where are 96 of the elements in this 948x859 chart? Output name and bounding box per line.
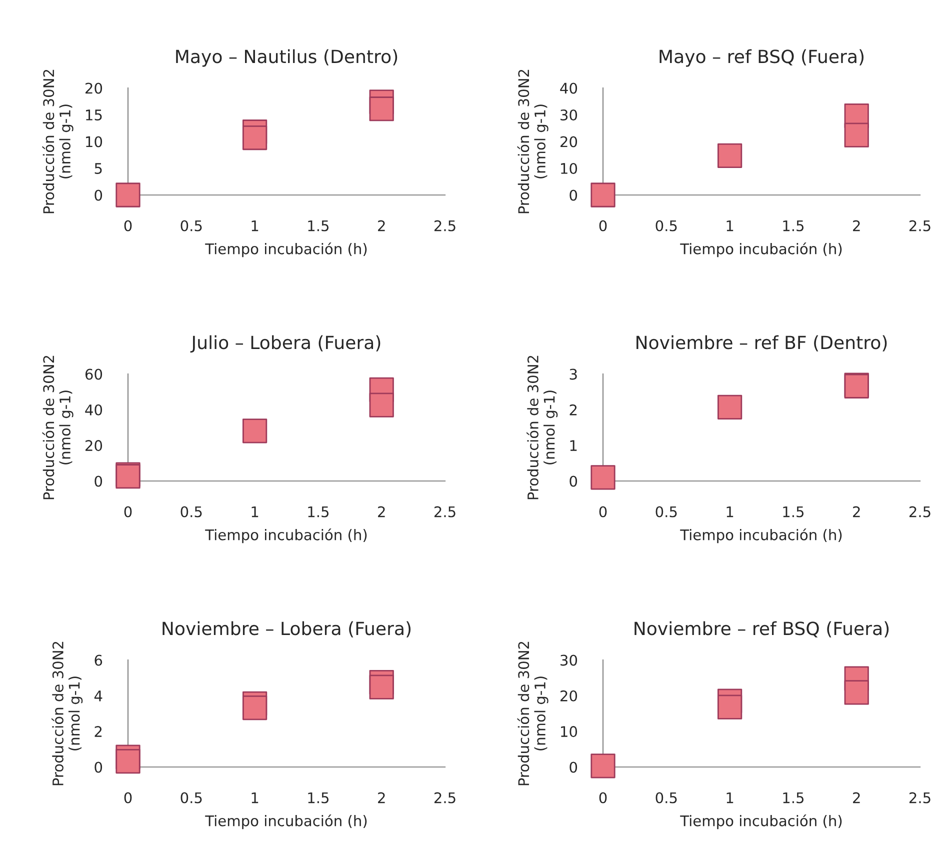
y-tick-label: 0 xyxy=(94,190,102,201)
x-tick-label: 2.5 xyxy=(909,792,930,804)
x-tick-label: 0.5 xyxy=(180,792,202,804)
point xyxy=(369,392,394,418)
x-tick-label: 0.5 xyxy=(180,220,202,232)
x-tick-label: 2 xyxy=(378,506,385,518)
x-tick-label: 1.5 xyxy=(783,220,804,232)
x-tick-label: 0 xyxy=(124,220,132,232)
y-axis-title: Producción de 30N2 (nmol g-1) xyxy=(42,356,74,500)
y-tick-label: 20 xyxy=(86,440,102,452)
chart-title: Noviembre – ref BSQ (Fuera) xyxy=(634,621,889,638)
x-axis-title: Tiempo incubación (h) xyxy=(205,242,367,258)
x-axis-title: Tiempo incubación (h) xyxy=(680,528,842,544)
y-tick-label: 0 xyxy=(570,190,578,201)
chart-title: Noviembre – ref BF (Dentro) xyxy=(636,335,887,352)
y-tick-label: 20 xyxy=(86,82,102,94)
y-tick-label: 5 xyxy=(94,163,102,174)
y-tick-label: 15 xyxy=(86,110,102,120)
y-tick-label: 20 xyxy=(560,136,578,148)
point xyxy=(116,748,140,774)
y-tick-label: 4 xyxy=(94,690,102,702)
y-axis-title: Producción de 30N2 (nmol g-1) xyxy=(42,70,74,214)
y-tick-label: 0 xyxy=(94,476,102,487)
x-axis-title: Tiempo incubación (h) xyxy=(205,814,367,830)
y-tick-label: 60 xyxy=(85,368,102,380)
y-tick-label: 3 xyxy=(570,368,577,380)
x-tick-label: 2 xyxy=(378,220,385,232)
point xyxy=(590,465,616,490)
x-tick-label: 1 xyxy=(252,506,258,518)
y-tick-label: 0 xyxy=(570,476,578,487)
x-tick-label: 2 xyxy=(853,506,860,518)
x-tick-label: 2 xyxy=(853,220,860,232)
point xyxy=(369,674,394,700)
x-tick-label: 2 xyxy=(853,792,860,804)
x-tick-label: 1 xyxy=(726,506,734,518)
x-tick-label: 2.5 xyxy=(434,506,456,518)
y-tick-label: 0 xyxy=(94,762,102,773)
x-tick-label: 1 xyxy=(726,792,734,804)
x-tick-label: 0.5 xyxy=(656,220,677,232)
x-tick-label: 2.5 xyxy=(434,792,456,804)
point xyxy=(717,694,742,720)
x-tick-label: 0.5 xyxy=(180,506,202,518)
x-tick-label: 2.5 xyxy=(909,220,930,232)
y-tick-label: 40 xyxy=(85,404,102,416)
y-tick-label: 20 xyxy=(560,690,578,702)
x-tick-label: 1.5 xyxy=(783,506,804,518)
point xyxy=(242,125,268,150)
point xyxy=(590,754,616,778)
x-tick-label: 0 xyxy=(124,792,132,804)
x-axis-title: Tiempo incubación (h) xyxy=(205,528,367,544)
x-tick-label: 0.5 xyxy=(656,506,677,518)
x-tick-label: 1 xyxy=(726,220,734,232)
x-tick-label: 0 xyxy=(599,506,607,518)
x-tick-label: 1.5 xyxy=(308,506,329,518)
chart-title: Noviembre – Lobera (Fuera) xyxy=(162,621,411,638)
x-tick-label: 1 xyxy=(252,220,258,232)
y-tick-label: 10 xyxy=(561,726,578,738)
y-tick-label: 10 xyxy=(561,162,578,174)
point xyxy=(844,680,869,705)
x-tick-label: 1.5 xyxy=(308,220,329,232)
y-tick-label: 30 xyxy=(560,654,578,666)
point xyxy=(369,96,394,122)
x-tick-label: 2.5 xyxy=(909,506,930,518)
point xyxy=(844,122,869,148)
point xyxy=(116,182,140,208)
y-tick-label: 30 xyxy=(560,109,578,120)
chart-title: Mayo – Nautilus (Dentro) xyxy=(176,49,398,67)
x-axis-title: Tiempo incubación (h) xyxy=(680,814,842,830)
y-tick-label: 2 xyxy=(94,726,102,737)
x-tick-label: 1 xyxy=(252,792,258,804)
point xyxy=(717,394,742,420)
point xyxy=(242,695,268,720)
y-tick-label: 40 xyxy=(560,82,578,94)
y-tick-label: 2 xyxy=(570,404,577,416)
y-axis-title: Producción de 30N2 (nmol g-1) xyxy=(517,70,548,214)
x-tick-label: 0.5 xyxy=(656,792,677,804)
point xyxy=(242,418,268,444)
x-tick-label: 1.5 xyxy=(308,792,329,804)
y-axis-title: Producción de 30N2 (nmol g-1) xyxy=(517,642,548,786)
y-tick-label: 1 xyxy=(570,440,577,451)
y-tick-label: 10 xyxy=(86,136,102,148)
x-axis-title: Tiempo incubación (h) xyxy=(680,242,842,258)
y-axis-title: Producción de 30N2 (nmol g-1) xyxy=(52,642,83,786)
x-tick-label: 0 xyxy=(124,506,132,518)
x-tick-label: 0 xyxy=(599,220,607,232)
y-tick-label: 6 xyxy=(94,654,102,666)
x-tick-label: 1.5 xyxy=(783,792,804,804)
y-axis-title: Producción de 30N2 (nmol g-1) xyxy=(526,356,558,500)
y-tick-label: 0 xyxy=(570,762,578,773)
chart-title: Julio – Lobera (Fuera) xyxy=(190,335,380,353)
x-tick-label: 0 xyxy=(599,792,607,804)
point xyxy=(717,143,742,168)
point xyxy=(590,182,616,208)
x-tick-label: 2.5 xyxy=(434,220,456,232)
x-tick-label: 2 xyxy=(378,792,385,804)
chart-title: Mayo – ref BSQ (Fuera) xyxy=(660,49,864,67)
